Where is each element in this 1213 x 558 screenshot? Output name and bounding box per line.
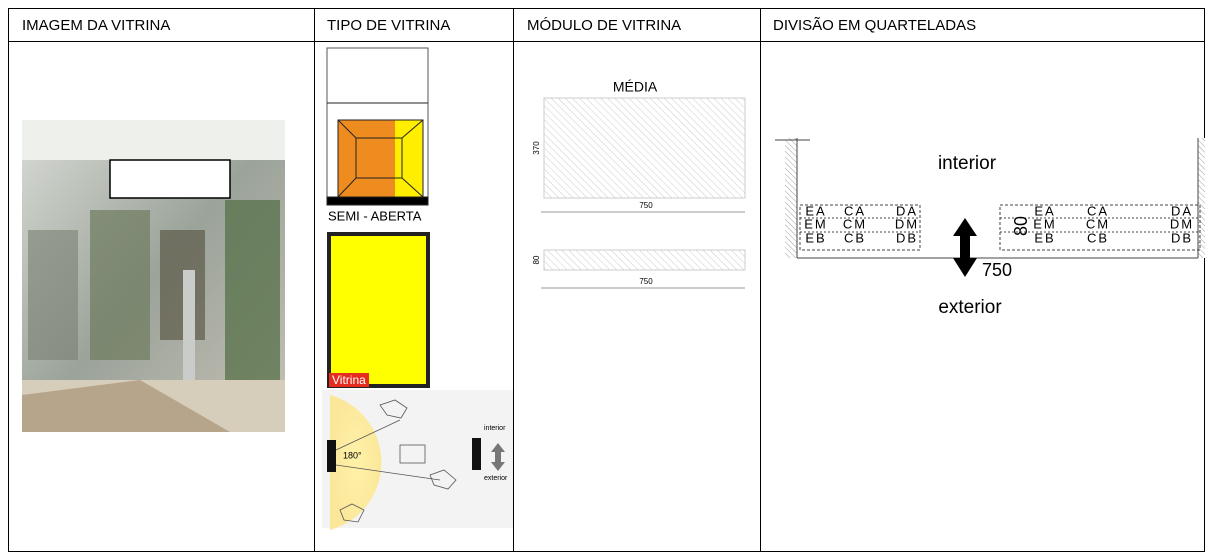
tag-bg — [329, 373, 369, 387]
depth-label: 80 — [532, 255, 541, 264]
zone-label: EM — [1033, 216, 1057, 231]
view-diagram — [322, 390, 513, 530]
zone-label: DM — [895, 216, 919, 231]
zone-label: EM — [804, 216, 828, 231]
dim-lines — [541, 211, 745, 289]
header: DIVISÃO EM QUARTELADAS — [773, 17, 976, 34]
depth-rect — [543, 249, 746, 271]
store-photo — [22, 120, 285, 432]
module-rect — [543, 97, 746, 199]
exterior-label: exterior — [938, 297, 1002, 318]
zone-label: CA — [1087, 203, 1109, 218]
angle-label: 180° — [343, 450, 362, 460]
window-plan — [327, 232, 430, 388]
header: TIPO DE VITRINA — [327, 17, 450, 34]
zone-label: CM — [1086, 216, 1110, 231]
height-label: 370 — [532, 141, 541, 155]
zone-label: CB — [1087, 230, 1109, 245]
zone-label: DB — [1171, 230, 1193, 245]
table-grid — [8, 8, 1205, 552]
tag-label: Vitrina — [332, 373, 366, 387]
zone-label: DA — [1171, 203, 1193, 218]
width-label: 750 — [639, 277, 653, 286]
zone-label: EA — [805, 203, 826, 218]
zone-label: EA — [1034, 203, 1055, 218]
plan-drawing — [775, 138, 1205, 259]
module-title: MÉDIA — [613, 79, 658, 95]
type-label: SEMI - ABERTA — [328, 208, 422, 223]
exterior-label: exterior — [484, 475, 508, 482]
width-label: 750 — [639, 201, 653, 210]
header: MÓDULO DE VITRINA — [527, 17, 681, 34]
zone-label: CM — [843, 216, 867, 231]
interior-label: interior — [938, 153, 997, 174]
zone-label: EB — [805, 230, 826, 245]
zone-label: DA — [896, 203, 918, 218]
interior-label: interior — [484, 425, 506, 432]
zone-label: DM — [1170, 216, 1194, 231]
depth-arrow — [953, 218, 977, 277]
semi-open-diagram — [326, 47, 429, 206]
header: IMAGEM DA VITRINA — [22, 17, 170, 34]
zone-label: EB — [1034, 230, 1055, 245]
depth-label: 80 — [1011, 216, 1031, 236]
zone-label: CB — [844, 230, 866, 245]
zone-label: CA — [844, 203, 866, 218]
width-label: 750 — [982, 260, 1012, 280]
zone-label: DB — [896, 230, 918, 245]
